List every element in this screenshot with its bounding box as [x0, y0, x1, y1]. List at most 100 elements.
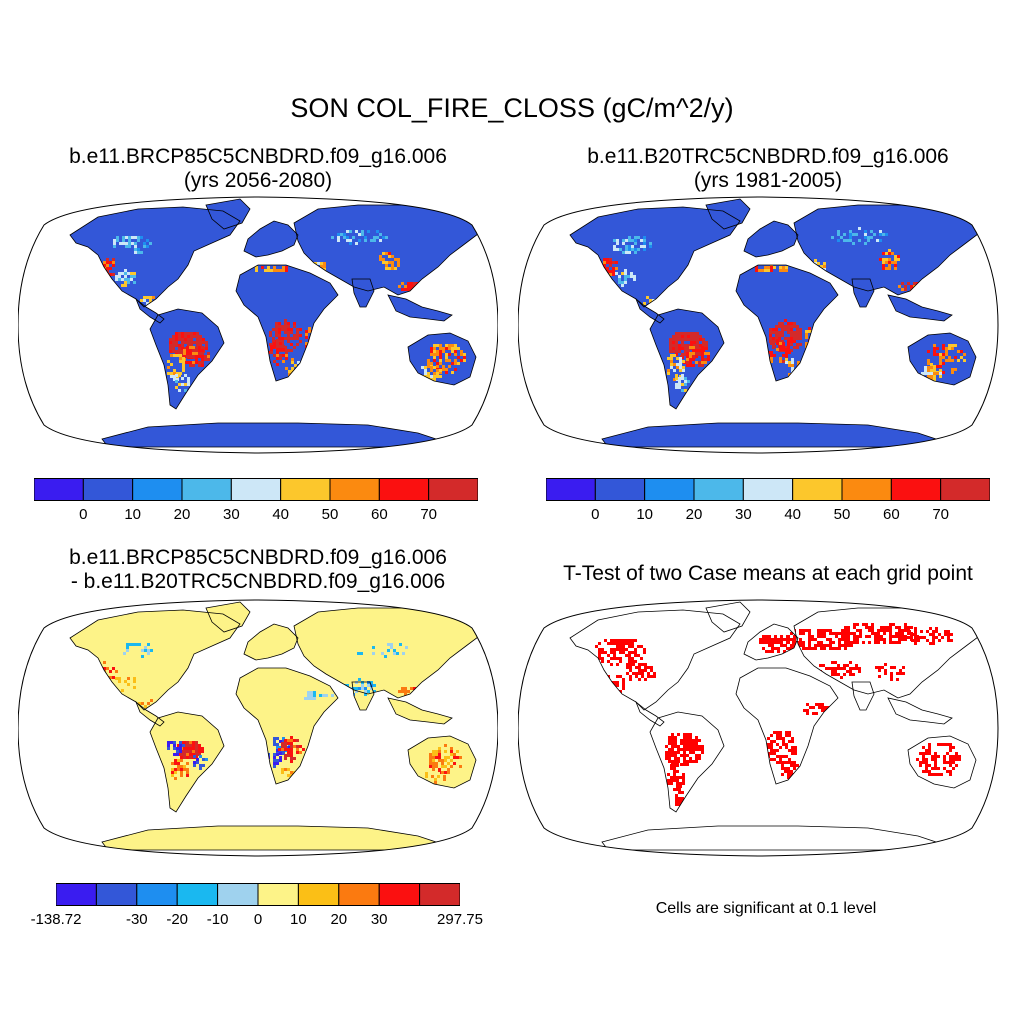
colorbar-label: -138.72	[30, 911, 82, 928]
coastline-southAmerica	[649, 308, 725, 410]
land-antarctica	[102, 826, 442, 850]
coastline-asia	[793, 607, 983, 699]
data-cells	[595, 623, 961, 806]
coastline-northAmerica	[69, 206, 241, 308]
colorbar-label: 40	[784, 506, 801, 523]
colorbar-label: -30	[125, 911, 148, 928]
data-cells	[103, 230, 466, 392]
coastline-seAsia	[887, 697, 953, 725]
coastline-antarctica	[601, 825, 943, 851]
coastline-india	[351, 681, 375, 711]
colorbar-label: 70	[420, 506, 437, 523]
coastline-centralAmerica	[635, 700, 665, 727]
colorbar-swatch	[594, 478, 646, 501]
land-europe	[244, 624, 298, 660]
colorbar-swatch	[257, 883, 299, 906]
panel-3-title-line1: b.e11.BRCP85C5CNBDRD.f09_g16.006	[69, 546, 447, 569]
colorbar-swatch	[378, 883, 421, 906]
coastline-europe	[243, 220, 299, 258]
colorbar-label: 40	[272, 506, 289, 523]
map-panel-3	[18, 599, 498, 857]
colorbar-label: 10	[124, 506, 141, 523]
coastline-seAsia	[887, 294, 953, 322]
map-panel-2	[518, 196, 999, 454]
land-antarctica	[602, 423, 942, 447]
coastline-centralAmerica	[135, 700, 165, 727]
colorbar-swatch	[82, 478, 134, 501]
colorbar-swatch	[693, 478, 744, 501]
colorbar-swatch	[644, 478, 695, 501]
colorbar-swatch	[230, 478, 282, 501]
colorbar-swatch	[95, 883, 138, 906]
colorbar-label: 70	[932, 506, 949, 523]
figure-title: SON COL_FIRE_CLOSS (gC/m^2/y)	[290, 93, 734, 123]
significance-note: Cells are significant at 0.1 level	[655, 900, 877, 917]
colorbar-label: 30	[222, 506, 240, 523]
land-europe	[244, 221, 298, 257]
land-northAmerica	[70, 207, 240, 307]
panel-3-title: b.e11.BRCP85C5CNBDRD.f09_g16.006 - b.e11…	[8, 546, 508, 594]
colorbar-label: 297.75	[437, 911, 483, 928]
land-india	[352, 279, 374, 307]
colorbar-panel-2-swatches	[546, 478, 990, 501]
coastline-antarctica	[101, 825, 443, 851]
colorbar-swatch	[280, 478, 331, 501]
coastline-northAmerica	[569, 609, 741, 711]
coastline-centralAmerica	[135, 297, 165, 324]
land-asia	[294, 608, 482, 698]
colorbar-swatch	[841, 478, 892, 501]
coastline-europe	[743, 220, 799, 258]
globe-outline	[18, 196, 498, 454]
colorbar-label: 60	[882, 506, 900, 523]
coastline-southAmerica	[149, 308, 225, 410]
colorbar-swatch	[742, 478, 794, 501]
land-antarctica	[102, 423, 442, 447]
colorbar-label: 0	[253, 911, 263, 928]
coastline-australia	[907, 332, 977, 386]
panel-1-title: b.e11.BRCP85C5CNBDRD.f09_g16.006 (yrs 20…	[8, 145, 508, 193]
land-seAsia	[388, 698, 452, 724]
land-india	[852, 279, 874, 307]
coastline-africa	[235, 264, 339, 382]
colorbar-swatch	[792, 478, 843, 501]
panel-2-title: b.e11.B20TRC5CNBDRD.f09_g16.006 (yrs 198…	[518, 145, 1018, 193]
colorbar-label: 0	[591, 506, 600, 523]
colorbar-swatch	[329, 478, 380, 501]
colorbar-swatch	[217, 883, 259, 906]
panel-1-title-line1: b.e11.BRCP85C5CNBDRD.f09_g16.006	[69, 145, 447, 168]
colorbar-label: -20	[166, 911, 189, 928]
colorbar-swatch	[546, 478, 596, 501]
colorbar-label: 30	[734, 506, 752, 523]
coastline-southAmerica	[149, 711, 225, 813]
panel-2-title-line1: b.e11.B20TRC5CNBDRD.f09_g16.006	[587, 145, 949, 168]
coastline-seAsia	[387, 697, 453, 725]
panel-3-title-line2: - b.e11.B20TRC5CNBDRD.f09_g16.006	[70, 570, 446, 593]
coastline-southAmerica	[649, 711, 725, 813]
globe-outline	[518, 599, 999, 857]
colorbar-label: 0	[79, 506, 88, 523]
coastline-australia	[407, 735, 477, 789]
colorbar-label: 10	[290, 911, 307, 928]
coastline-antarctica	[101, 422, 443, 448]
colorbar-label: 20	[330, 911, 348, 928]
colorbar-swatch	[338, 883, 380, 906]
coastline-india	[851, 681, 875, 711]
coastline-northAmerica	[569, 206, 741, 308]
colorbar-label: 50	[321, 506, 339, 523]
coastline-greenland	[705, 198, 751, 230]
coastline-northAmerica	[69, 609, 241, 711]
coastline-australia	[407, 332, 477, 386]
colorbar-label: 20	[173, 506, 191, 523]
colorbar-panel-1: 0 10 20 30 40 50 60 70	[34, 478, 478, 524]
colorbar-panel-3-swatches	[56, 883, 460, 906]
colorbar-panel-3: -138.72 -30 -20 -10 0 10 20 30 297.75	[31, 883, 483, 929]
colorbar-panel-1-swatches	[34, 478, 478, 501]
coastline-seAsia	[387, 294, 453, 322]
colorbar-swatch	[428, 478, 478, 501]
coastline-india	[351, 278, 375, 308]
coastline-greenland	[205, 198, 251, 230]
land-seAsia	[888, 295, 952, 321]
coastline-australia	[907, 735, 977, 789]
colorbar-label: 10	[636, 506, 653, 523]
colorbar-label: 20	[685, 506, 703, 523]
